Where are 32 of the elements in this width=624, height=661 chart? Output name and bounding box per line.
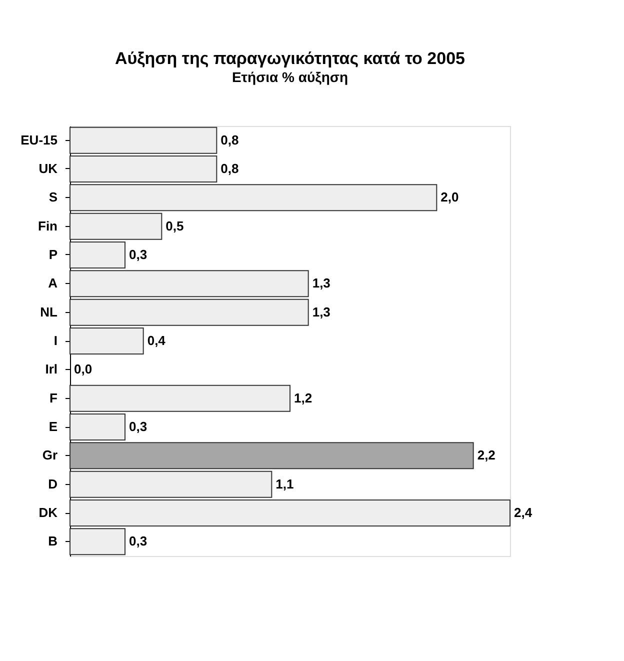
data-label: 0,3 — [129, 419, 148, 434]
data-label: 0,3 — [129, 247, 148, 262]
y-tick-label: DK — [38, 505, 58, 520]
data-label: 0,0 — [74, 362, 92, 377]
data-label: 2,4 — [514, 505, 533, 520]
y-tick-label: EU-15 — [20, 132, 58, 148]
y-tick-label: F — [50, 390, 58, 406]
y-tick-label: D — [48, 476, 58, 492]
chart-title: Αύξηση της παραγωγικότητας κατά το 2005 — [115, 49, 465, 68]
data-label: 0,3 — [129, 534, 148, 549]
data-label: 0,4 — [147, 333, 166, 348]
y-tick-label: Irl — [45, 362, 58, 377]
y-tick-label: E — [48, 419, 58, 434]
y-tick-label: Fin — [38, 218, 58, 234]
data-label: 0,8 — [220, 132, 239, 148]
data-label: 0,5 — [166, 218, 184, 234]
data-label: 2,2 — [477, 448, 496, 463]
y-tick-label: P — [48, 247, 58, 262]
y-tick-label: B — [48, 534, 58, 549]
y-tick-label: NL — [40, 304, 58, 320]
data-label: 0,8 — [220, 161, 239, 176]
data-label: 1,3 — [312, 304, 330, 320]
y-tick-label: A — [48, 276, 58, 291]
data-label: 1,1 — [276, 476, 294, 492]
data-label: 1,3 — [312, 276, 330, 291]
data-label: 2,0 — [440, 190, 459, 205]
y-tick-label: S — [48, 190, 58, 205]
y-tick-label: UK — [38, 161, 58, 176]
y-tick-label: Gr — [42, 448, 58, 463]
data-label: 1,2 — [294, 390, 312, 406]
y-tick-label: I — [54, 333, 58, 348]
chart-subtitle: Ετήσια % αύξηση — [232, 69, 348, 85]
